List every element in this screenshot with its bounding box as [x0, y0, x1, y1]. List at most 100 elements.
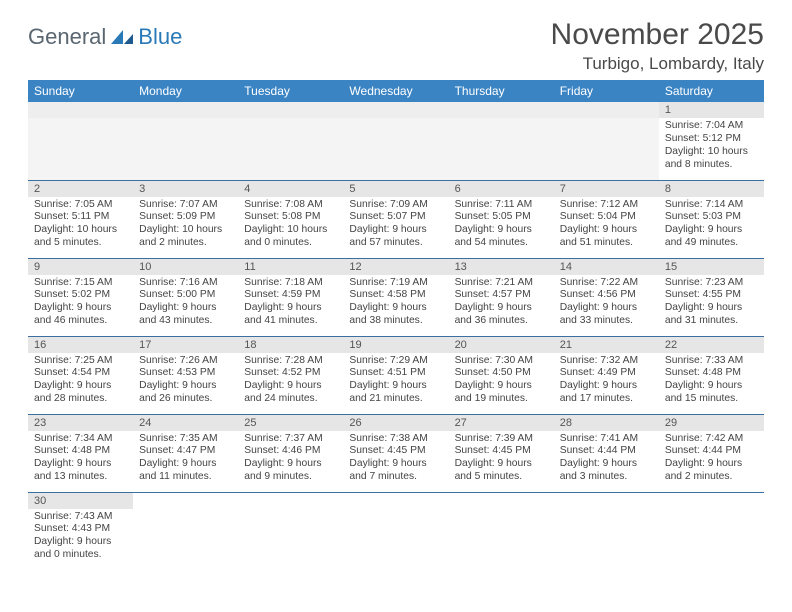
day-content: Sunrise: 7:11 AMSunset: 5:05 PMDaylight:… [449, 197, 554, 254]
calendar-day-cell: 24Sunrise: 7:35 AMSunset: 4:47 PMDayligh… [133, 414, 238, 492]
day-number: 2 [28, 181, 133, 197]
calendar-day-cell: 4Sunrise: 7:08 AMSunset: 5:08 PMDaylight… [238, 180, 343, 258]
calendar-week-row: 1Sunrise: 7:04 AMSunset: 5:12 PMDaylight… [28, 102, 764, 180]
day-number: 27 [449, 415, 554, 431]
calendar-week-row: 30Sunrise: 7:43 AMSunset: 4:43 PMDayligh… [28, 492, 764, 570]
calendar-day-cell: 10Sunrise: 7:16 AMSunset: 5:00 PMDayligh… [133, 258, 238, 336]
weekday-header: Tuesday [238, 80, 343, 102]
day-content: Sunrise: 7:04 AMSunset: 5:12 PMDaylight:… [659, 118, 764, 175]
day-content: Sunrise: 7:39 AMSunset: 4:45 PMDaylight:… [449, 431, 554, 488]
calendar-day-cell: 20Sunrise: 7:30 AMSunset: 4:50 PMDayligh… [449, 336, 554, 414]
calendar-day-cell: 22Sunrise: 7:33 AMSunset: 4:48 PMDayligh… [659, 336, 764, 414]
calendar-day-cell: 3Sunrise: 7:07 AMSunset: 5:09 PMDaylight… [133, 180, 238, 258]
calendar-day-cell: 18Sunrise: 7:28 AMSunset: 4:52 PMDayligh… [238, 336, 343, 414]
day-content: Sunrise: 7:07 AMSunset: 5:09 PMDaylight:… [133, 197, 238, 254]
calendar-day-cell [554, 102, 659, 180]
calendar-week-row: 16Sunrise: 7:25 AMSunset: 4:54 PMDayligh… [28, 336, 764, 414]
location: Turbigo, Lombardy, Italy [551, 54, 764, 74]
day-number: 22 [659, 337, 764, 353]
calendar-day-cell: 21Sunrise: 7:32 AMSunset: 4:49 PMDayligh… [554, 336, 659, 414]
title-block: November 2025 Turbigo, Lombardy, Italy [551, 18, 764, 74]
day-content: Sunrise: 7:08 AMSunset: 5:08 PMDaylight:… [238, 197, 343, 254]
day-number: 24 [133, 415, 238, 431]
day-number: 14 [554, 259, 659, 275]
weekday-header: Sunday [28, 80, 133, 102]
day-number: 10 [133, 259, 238, 275]
day-content: Sunrise: 7:29 AMSunset: 4:51 PMDaylight:… [343, 353, 448, 410]
day-content: Sunrise: 7:15 AMSunset: 5:02 PMDaylight:… [28, 275, 133, 332]
calendar-day-cell: 30Sunrise: 7:43 AMSunset: 4:43 PMDayligh… [28, 492, 133, 570]
day-number: 13 [449, 259, 554, 275]
month-title: November 2025 [551, 18, 764, 52]
calendar-day-cell [554, 492, 659, 570]
calendar-day-cell: 2Sunrise: 7:05 AMSunset: 5:11 PMDaylight… [28, 180, 133, 258]
header: General Blue November 2025 Turbigo, Lomb… [28, 18, 764, 74]
day-content: Sunrise: 7:28 AMSunset: 4:52 PMDaylight:… [238, 353, 343, 410]
day-content: Sunrise: 7:18 AMSunset: 4:59 PMDaylight:… [238, 275, 343, 332]
day-number: 26 [343, 415, 448, 431]
calendar-day-cell: 25Sunrise: 7:37 AMSunset: 4:46 PMDayligh… [238, 414, 343, 492]
day-number: 20 [449, 337, 554, 353]
day-number: 6 [449, 181, 554, 197]
calendar-day-cell: 6Sunrise: 7:11 AMSunset: 5:05 PMDaylight… [449, 180, 554, 258]
calendar-day-cell: 13Sunrise: 7:21 AMSunset: 4:57 PMDayligh… [449, 258, 554, 336]
day-content: Sunrise: 7:23 AMSunset: 4:55 PMDaylight:… [659, 275, 764, 332]
calendar-day-cell: 23Sunrise: 7:34 AMSunset: 4:48 PMDayligh… [28, 414, 133, 492]
day-number: 30 [28, 493, 133, 509]
day-number: 21 [554, 337, 659, 353]
weekday-header: Thursday [449, 80, 554, 102]
day-content: Sunrise: 7:37 AMSunset: 4:46 PMDaylight:… [238, 431, 343, 488]
calendar-day-cell [238, 102, 343, 180]
day-content: Sunrise: 7:09 AMSunset: 5:07 PMDaylight:… [343, 197, 448, 254]
day-content: Sunrise: 7:16 AMSunset: 5:00 PMDaylight:… [133, 275, 238, 332]
day-number: 16 [28, 337, 133, 353]
day-content: Sunrise: 7:42 AMSunset: 4:44 PMDaylight:… [659, 431, 764, 488]
weekday-header: Wednesday [343, 80, 448, 102]
sail-icon [109, 28, 135, 46]
calendar-day-cell: 15Sunrise: 7:23 AMSunset: 4:55 PMDayligh… [659, 258, 764, 336]
day-number: 12 [343, 259, 448, 275]
day-number: 5 [343, 181, 448, 197]
calendar-day-cell: 14Sunrise: 7:22 AMSunset: 4:56 PMDayligh… [554, 258, 659, 336]
calendar-day-cell: 1Sunrise: 7:04 AMSunset: 5:12 PMDaylight… [659, 102, 764, 180]
calendar-table: Sunday Monday Tuesday Wednesday Thursday… [28, 80, 764, 570]
calendar-week-row: 9Sunrise: 7:15 AMSunset: 5:02 PMDaylight… [28, 258, 764, 336]
day-content: Sunrise: 7:25 AMSunset: 4:54 PMDaylight:… [28, 353, 133, 410]
day-number: 1 [659, 102, 764, 118]
day-number: 29 [659, 415, 764, 431]
day-content: Sunrise: 7:26 AMSunset: 4:53 PMDaylight:… [133, 353, 238, 410]
logo-text-blue: Blue [138, 24, 182, 50]
day-number: 25 [238, 415, 343, 431]
calendar-day-cell: 8Sunrise: 7:14 AMSunset: 5:03 PMDaylight… [659, 180, 764, 258]
calendar-week-row: 2Sunrise: 7:05 AMSunset: 5:11 PMDaylight… [28, 180, 764, 258]
calendar-day-cell [659, 492, 764, 570]
day-content: Sunrise: 7:32 AMSunset: 4:49 PMDaylight:… [554, 353, 659, 410]
weekday-header: Monday [133, 80, 238, 102]
calendar-day-cell [133, 492, 238, 570]
calendar-day-cell [449, 102, 554, 180]
day-number: 23 [28, 415, 133, 431]
day-content: Sunrise: 7:12 AMSunset: 5:04 PMDaylight:… [554, 197, 659, 254]
day-number: 8 [659, 181, 764, 197]
calendar-day-cell [238, 492, 343, 570]
calendar-day-cell [343, 492, 448, 570]
day-content: Sunrise: 7:35 AMSunset: 4:47 PMDaylight:… [133, 431, 238, 488]
calendar-day-cell [28, 102, 133, 180]
calendar-day-cell: 12Sunrise: 7:19 AMSunset: 4:58 PMDayligh… [343, 258, 448, 336]
calendar-day-cell: 7Sunrise: 7:12 AMSunset: 5:04 PMDaylight… [554, 180, 659, 258]
calendar-day-cell [449, 492, 554, 570]
calendar-day-cell: 9Sunrise: 7:15 AMSunset: 5:02 PMDaylight… [28, 258, 133, 336]
day-number: 9 [28, 259, 133, 275]
calendar-week-row: 23Sunrise: 7:34 AMSunset: 4:48 PMDayligh… [28, 414, 764, 492]
day-content: Sunrise: 7:19 AMSunset: 4:58 PMDaylight:… [343, 275, 448, 332]
calendar-day-cell: 11Sunrise: 7:18 AMSunset: 4:59 PMDayligh… [238, 258, 343, 336]
day-number: 4 [238, 181, 343, 197]
day-number: 3 [133, 181, 238, 197]
day-content: Sunrise: 7:22 AMSunset: 4:56 PMDaylight:… [554, 275, 659, 332]
day-number: 18 [238, 337, 343, 353]
calendar-day-cell: 28Sunrise: 7:41 AMSunset: 4:44 PMDayligh… [554, 414, 659, 492]
day-number: 15 [659, 259, 764, 275]
weekday-header: Saturday [659, 80, 764, 102]
calendar-day-cell: 19Sunrise: 7:29 AMSunset: 4:51 PMDayligh… [343, 336, 448, 414]
calendar-day-cell: 5Sunrise: 7:09 AMSunset: 5:07 PMDaylight… [343, 180, 448, 258]
